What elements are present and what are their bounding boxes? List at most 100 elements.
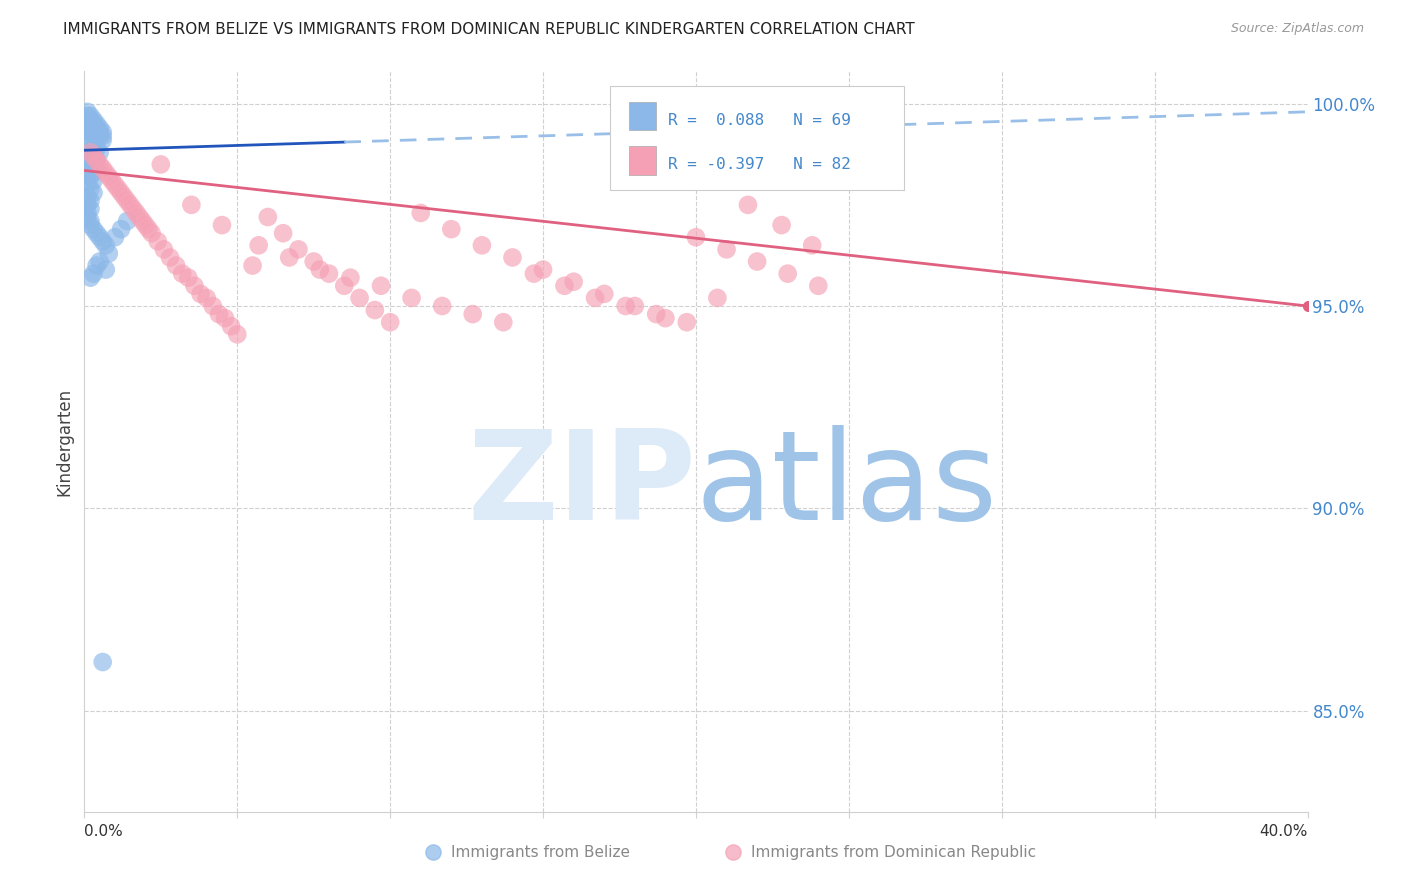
Point <box>79 137 101 152</box>
Point <box>807 278 830 293</box>
Point <box>86 226 108 240</box>
Point <box>97 246 120 260</box>
Point <box>89 157 111 171</box>
Point <box>440 222 463 236</box>
Point <box>654 311 676 326</box>
Point <box>83 173 105 187</box>
Point <box>76 112 98 127</box>
Text: atlas: atlas <box>696 425 998 547</box>
Point <box>153 243 176 257</box>
Point <box>76 120 98 135</box>
Point <box>562 275 585 289</box>
Point <box>128 210 150 224</box>
Point <box>737 198 759 212</box>
Point <box>76 206 98 220</box>
Point <box>79 194 101 208</box>
Point <box>531 262 554 277</box>
Point <box>461 307 484 321</box>
Point <box>583 291 606 305</box>
Point <box>247 238 270 252</box>
Point <box>83 186 105 200</box>
Point <box>502 251 524 265</box>
Point <box>287 243 309 257</box>
Point <box>76 145 98 160</box>
Point <box>492 315 515 329</box>
Point <box>79 202 101 216</box>
Point <box>706 291 728 305</box>
Point <box>79 145 101 160</box>
Point <box>79 161 101 176</box>
Point <box>278 251 301 265</box>
Point <box>624 299 647 313</box>
Point <box>91 234 114 248</box>
Point <box>135 218 157 232</box>
Point <box>120 198 142 212</box>
Point <box>271 226 294 240</box>
Point <box>79 270 101 285</box>
FancyBboxPatch shape <box>610 87 904 190</box>
Point <box>645 307 668 321</box>
Point <box>79 112 101 127</box>
Point <box>91 161 114 176</box>
Point <box>177 270 200 285</box>
Point <box>89 129 111 144</box>
Point <box>831 125 853 139</box>
Point <box>409 206 432 220</box>
Point <box>76 198 98 212</box>
Point <box>214 311 236 326</box>
Point <box>89 120 111 135</box>
Point <box>333 278 356 293</box>
Point <box>747 254 769 268</box>
Point <box>801 238 824 252</box>
Point <box>349 291 371 305</box>
Point <box>76 190 98 204</box>
Point <box>149 157 172 171</box>
Point <box>211 218 233 232</box>
FancyBboxPatch shape <box>628 103 655 130</box>
Point <box>83 141 105 155</box>
Point <box>79 125 101 139</box>
Text: Immigrants from Belize: Immigrants from Belize <box>451 845 630 860</box>
Point <box>89 230 111 244</box>
Point <box>83 157 105 171</box>
Point <box>79 109 101 123</box>
Text: IMMIGRANTS FROM BELIZE VS IMMIGRANTS FROM DOMINICAN REPUBLIC KINDERGARTEN CORREL: IMMIGRANTS FROM BELIZE VS IMMIGRANTS FRO… <box>63 22 915 37</box>
Text: ZIP: ZIP <box>467 425 696 547</box>
Point <box>172 267 194 281</box>
Point <box>76 165 98 179</box>
Point <box>242 259 264 273</box>
Point <box>101 173 124 187</box>
Point <box>380 315 402 329</box>
Point <box>159 251 181 265</box>
Point <box>112 190 135 204</box>
Point <box>614 299 637 313</box>
Point <box>86 161 108 176</box>
Point <box>104 230 127 244</box>
Point <box>110 222 132 236</box>
Point <box>430 299 453 313</box>
Point <box>115 194 138 208</box>
Point <box>716 243 738 257</box>
Point <box>79 214 101 228</box>
Point <box>83 112 105 127</box>
Point <box>86 153 108 168</box>
Point <box>146 234 169 248</box>
Point <box>125 206 148 220</box>
Point <box>776 267 799 281</box>
Point <box>675 315 697 329</box>
Text: R = -0.397   N = 82: R = -0.397 N = 82 <box>668 158 851 172</box>
Point <box>83 117 105 131</box>
Point <box>76 117 98 131</box>
Point <box>195 291 218 305</box>
Point <box>91 655 114 669</box>
Point <box>302 254 325 268</box>
Point <box>107 182 129 196</box>
Point <box>91 133 114 147</box>
FancyBboxPatch shape <box>628 146 655 175</box>
Text: 40.0%: 40.0% <box>1260 824 1308 838</box>
Point <box>138 222 160 236</box>
Point <box>83 129 105 144</box>
Point <box>86 153 108 168</box>
Point <box>86 259 108 273</box>
Point <box>76 178 98 192</box>
